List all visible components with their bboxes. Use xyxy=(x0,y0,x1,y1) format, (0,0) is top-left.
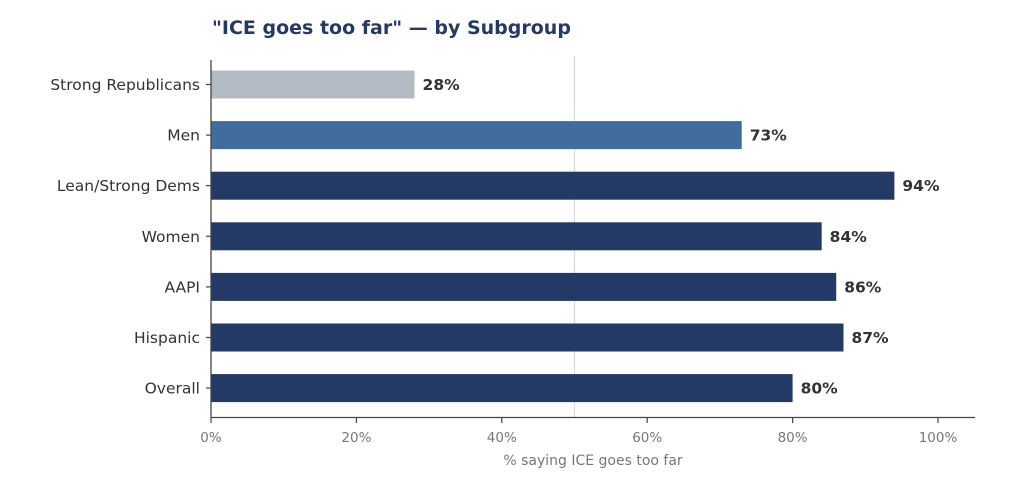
bar-women xyxy=(211,222,822,251)
x-tick-label-40: 40% xyxy=(487,430,517,446)
value-label-men: 73% xyxy=(750,127,788,145)
x-tick-label-60: 60% xyxy=(632,430,662,446)
category-label-hispanic: Hispanic xyxy=(134,329,200,347)
value-label-hispanic: 87% xyxy=(851,329,889,347)
bar-men xyxy=(211,121,742,150)
bar-overall xyxy=(211,374,793,403)
category-label-women: Women xyxy=(142,228,200,246)
value-label-strong-republicans: 28% xyxy=(423,76,461,94)
chart-title: "ICE goes too far" — by Subgroup xyxy=(212,17,571,39)
bar-hispanic xyxy=(211,323,844,352)
value-label-women: 84% xyxy=(830,228,868,246)
category-label-strong-republicans: Strong Republicans xyxy=(50,76,200,94)
value-label-aapi: 86% xyxy=(844,278,882,296)
category-label-men: Men xyxy=(167,127,200,145)
x-tick-label-80: 80% xyxy=(778,430,808,446)
bar-strong-republicans xyxy=(211,70,415,99)
bars-group: Strong Republicans 28% Men 73% Lean/Strong D… xyxy=(50,70,940,403)
x-tick-label-20: 20% xyxy=(341,430,371,446)
x-axis-label: % saying ICE goes too far xyxy=(503,453,683,469)
category-label-aapi: AAPI xyxy=(164,278,200,296)
bar-lean-strong-dems xyxy=(211,171,895,200)
x-tick-label-100: 100% xyxy=(919,430,958,446)
category-label-overall: Overall xyxy=(145,380,200,398)
x-tick-label-0: 0% xyxy=(200,430,222,446)
x-axis-ticks: 0% 20% 40% 60% 80% 100% xyxy=(200,417,958,446)
category-label-lean-strong-dems: Lean/Strong Dems xyxy=(57,177,200,195)
value-label-lean-strong-dems: 94% xyxy=(902,177,940,195)
value-label-overall: 80% xyxy=(801,380,839,398)
bar-aapi xyxy=(211,272,837,301)
